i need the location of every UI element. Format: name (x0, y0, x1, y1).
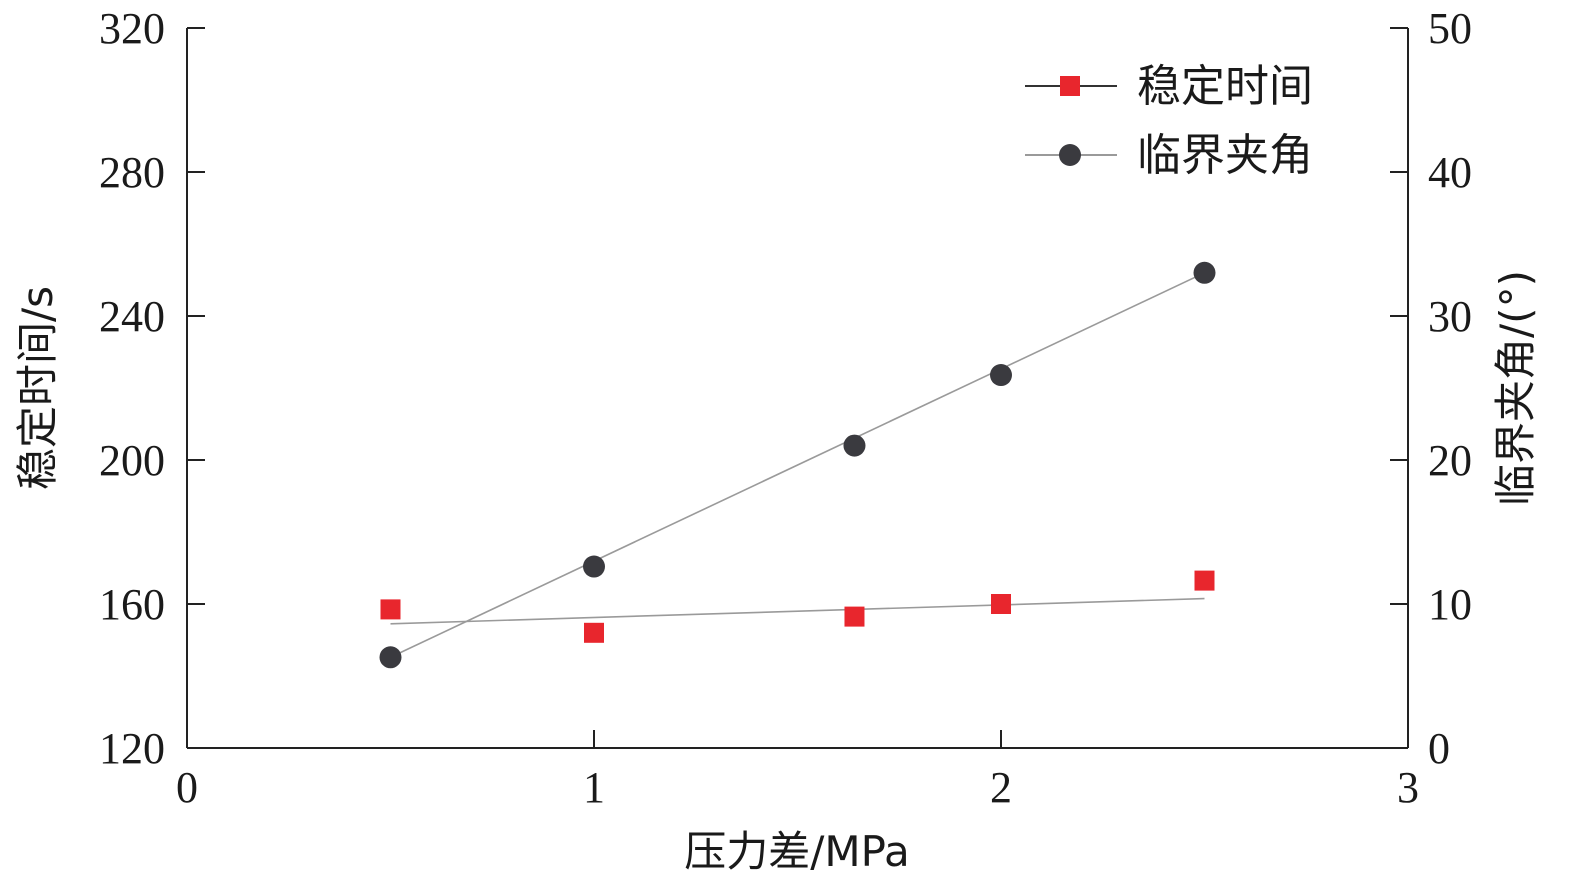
fit-lines (390, 272, 1205, 659)
critical-angle-point (990, 364, 1012, 387)
critical-angle-point (843, 434, 866, 457)
x-tick-label: 2 (990, 763, 1012, 812)
fit-line-critical-angle (390, 272, 1205, 659)
legend-square-icon (1060, 76, 1080, 96)
stability-time-point (584, 622, 604, 643)
left-y-tick-label: 120 (99, 724, 165, 773)
x-tick-label: 1 (583, 763, 605, 812)
stability-time-point (991, 594, 1011, 614)
left-y-tick-label: 200 (99, 436, 165, 485)
left-y-tick-label: 280 (99, 148, 165, 197)
ticks: 0 1 2 3 120 160 200 240 280 320 0 10 20 30 40 50 (99, 4, 1472, 812)
legend-circle-icon (1059, 144, 1081, 166)
x-tick-label: 0 (176, 763, 198, 812)
x-tick-label: 3 (1397, 763, 1419, 812)
left-y-tick-label: 240 (99, 292, 165, 341)
stability-time-point (1194, 570, 1215, 591)
x-axis-title: 压力差/MPa (684, 827, 910, 876)
right-y-tick-label: 20 (1428, 436, 1472, 485)
right-y-tick-label: 50 (1428, 4, 1472, 53)
left-y-tick-label: 320 (99, 4, 165, 53)
left-y-axis-title: 稳定时间/s (13, 286, 62, 490)
legend-item-stability-time: 稳定时间 (1025, 61, 1313, 112)
fit-line-stability-time (390, 597, 1205, 625)
critical-angle-point (583, 555, 605, 578)
right-y-axis-title: 临界夹角/(°) (1491, 270, 1540, 506)
right-y-tick-label: 30 (1428, 292, 1472, 341)
right-y-tick-label: 40 (1428, 148, 1472, 197)
right-y-tick-label: 0 (1428, 724, 1450, 773)
axes (186, 28, 1409, 749)
left-y-tick-label: 160 (99, 580, 165, 629)
data-points (379, 261, 1216, 669)
critical-angle-point (379, 646, 402, 669)
legend-label-stability-time: 稳定时间 (1137, 61, 1313, 112)
right-y-tick-label: 10 (1428, 580, 1472, 629)
legend-label-critical-angle: 临界夹角 (1137, 130, 1313, 181)
critical-angle-point (1193, 261, 1216, 284)
stability-time-point (844, 606, 865, 627)
legend: 稳定时间 临界夹角 (1025, 61, 1313, 181)
legend-item-critical-angle: 临界夹角 (1025, 130, 1313, 181)
stability-time-point (380, 599, 401, 620)
